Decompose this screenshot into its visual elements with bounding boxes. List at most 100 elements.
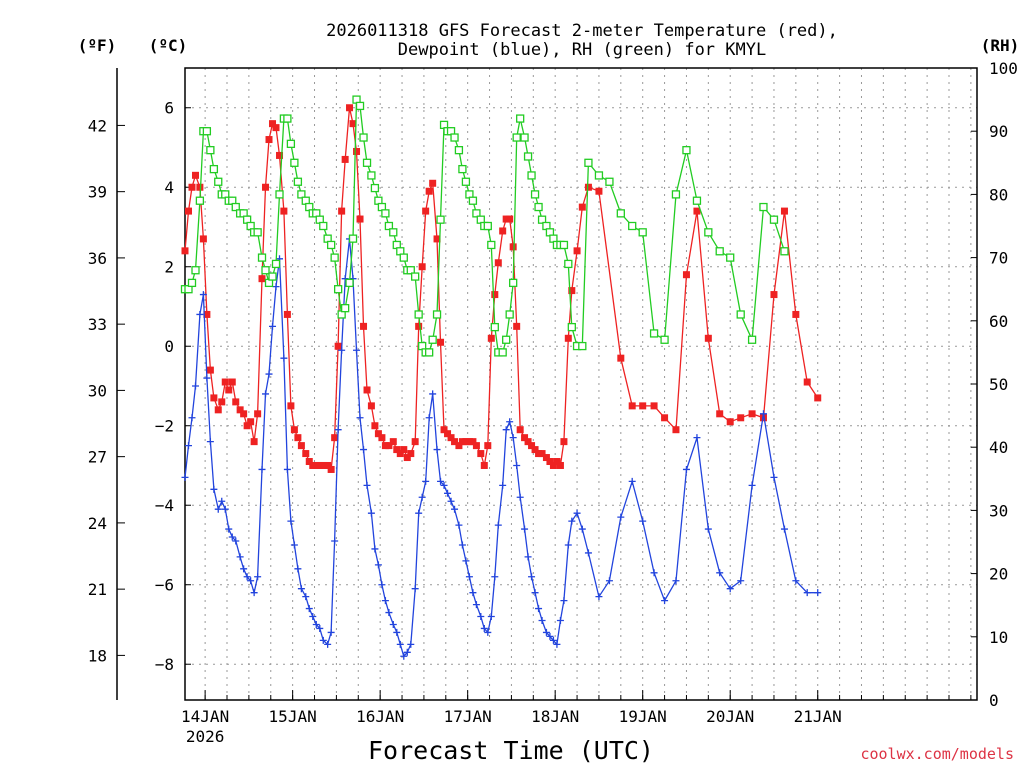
temperature-point: [549, 461, 557, 469]
relative-humidity-point: [345, 278, 354, 288]
temperature-point: [422, 207, 430, 215]
temperature-point: [429, 179, 437, 187]
dewpoint-point: [334, 426, 342, 434]
temperature-point: [283, 310, 291, 318]
dewpoint-point: [338, 346, 346, 354]
rh-tick-label: 40: [989, 438, 1008, 457]
relative-humidity-point: [638, 228, 647, 237]
temperature-point: [327, 465, 335, 473]
temperature-point: [499, 227, 507, 235]
dewpoint-point: [305, 605, 313, 613]
dewpoint-point: [477, 613, 485, 621]
relative-humidity-point: [275, 190, 284, 199]
dewpoint-point: [462, 557, 470, 565]
temperature-point: [381, 442, 389, 450]
temperature-point: [650, 402, 658, 410]
relative-humidity-point: [283, 114, 292, 123]
relative-humidity-point: [268, 272, 277, 281]
relative-humidity-point: [348, 234, 358, 243]
temperature-point: [440, 426, 448, 434]
temperature-point: [407, 450, 415, 458]
dewpoint-point: [283, 465, 291, 473]
temperature-point: [297, 442, 305, 450]
temperature-point: [188, 183, 196, 191]
dewpoint-point: [181, 473, 189, 481]
temperature-point: [472, 442, 480, 450]
rh-tick-label: 60: [989, 312, 1008, 331]
dewpoint-point: [396, 640, 404, 648]
relative-humidity-point: [202, 127, 212, 136]
dewpoint-point: [499, 481, 507, 489]
x-tick-label: 15JAN: [269, 707, 317, 726]
dewpoint-point: [617, 513, 625, 521]
relative-humidity-point: [362, 158, 372, 167]
relative-humidity-point: [726, 253, 735, 262]
relative-humidity-point: [490, 322, 499, 332]
relative-humidity-point: [523, 152, 533, 161]
relative-humidity-point: [516, 114, 525, 123]
temperature-point: [458, 438, 466, 446]
dewpoint-line: [184, 238, 818, 658]
dewpoint-point: [628, 477, 636, 485]
celsius-tick-label: −2: [155, 417, 174, 436]
dewpoint-point: [440, 481, 448, 489]
relative-humidity-point: [578, 341, 587, 351]
temperature-point: [556, 461, 564, 469]
dewpoint-point: [472, 601, 480, 609]
dewpoint-point: [265, 370, 273, 378]
dewpoint-point: [214, 505, 222, 513]
dewpoint-point: [661, 597, 669, 605]
temperature-point: [199, 235, 207, 243]
temperature-point: [491, 291, 499, 299]
dewpoint-point: [407, 640, 415, 648]
temperature-point: [418, 263, 426, 271]
temperature-point: [546, 458, 554, 466]
temperature-point: [262, 183, 270, 191]
dewpoint-point: [469, 589, 477, 597]
dewpoint-point: [650, 569, 658, 577]
relative-humidity-point: [187, 278, 197, 288]
relative-humidity-point: [432, 310, 442, 319]
relative-humidity-point: [206, 146, 215, 155]
temperature-point: [506, 215, 514, 223]
rh-tick-label: 0: [989, 691, 999, 710]
dewpoint-point: [465, 573, 473, 581]
dewpoint-point: [451, 505, 459, 513]
x-tick-label: 16JAN: [356, 707, 404, 726]
temperature-point: [535, 450, 543, 458]
dewpoint-point: [792, 577, 800, 585]
series: [180, 95, 822, 660]
temperature-point: [564, 334, 572, 342]
temperature-point: [792, 310, 800, 318]
dewpoint-point: [400, 652, 408, 660]
temperature-point: [367, 402, 375, 410]
temperature-point: [531, 446, 539, 454]
relative-humidity-point: [384, 221, 394, 231]
dewpoint-point: [584, 549, 592, 557]
temperature-point: [770, 291, 778, 299]
fahrenheit-tick-label: 18: [88, 646, 107, 665]
temperature-point: [737, 414, 745, 422]
relative-humidity-point: [450, 133, 459, 142]
temperature-point: [617, 354, 625, 362]
relative-humidity-point: [261, 266, 270, 275]
dewpoint-point: [192, 382, 200, 390]
temperature-point: [682, 271, 690, 279]
dewpoint-point: [312, 620, 320, 628]
temperature-point: [250, 438, 258, 446]
temperature-point: [780, 207, 788, 215]
credit-link[interactable]: coolwx.com/models: [860, 745, 1014, 763]
relative-humidity-point: [271, 259, 281, 269]
dewpoint-point: [538, 617, 546, 625]
dewpoint-point: [484, 628, 492, 636]
dewpoint-point: [360, 446, 368, 454]
fahrenheit-tick-label: 36: [88, 249, 107, 268]
temperature-point: [573, 247, 581, 255]
dewpoint-point: [262, 390, 270, 398]
relative-humidity-point: [381, 209, 390, 218]
dewpoint-point: [704, 525, 712, 533]
dewpoint-point: [247, 577, 255, 585]
temperature-point: [455, 442, 463, 450]
temperature-point: [693, 207, 701, 215]
dewpoint-point: [549, 636, 557, 644]
